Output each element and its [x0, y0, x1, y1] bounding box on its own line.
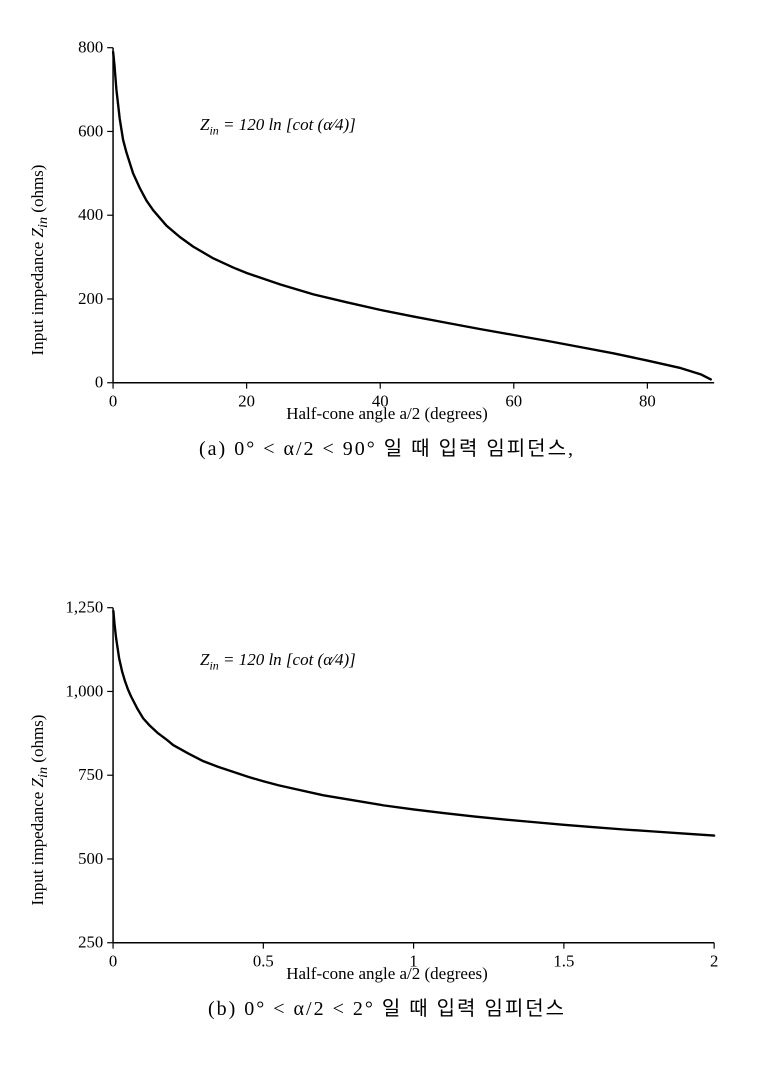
svg-text:0: 0: [109, 391, 117, 410]
svg-text:0.5: 0.5: [253, 951, 274, 970]
page: { "chart_a": { "type": "line", "formula_…: [0, 0, 774, 1080]
svg-text:2: 2: [710, 951, 718, 970]
svg-text:1,000: 1,000: [66, 681, 104, 700]
svg-text:600: 600: [78, 121, 103, 140]
svg-text:80: 80: [639, 391, 656, 410]
chart-b-container: Input impedance Zin (ohms) Zin = 120 ln …: [50, 580, 724, 1040]
svg-text:200: 200: [78, 289, 103, 308]
chart-b-svg: 250 500 750 1,000 1,250 0 0.5 1 1.5 2: [50, 580, 724, 1000]
svg-text:250: 250: [78, 933, 103, 952]
chart-b-plotbox: Zin = 120 ln [cot (α⁄4)] 250 500 750 1,000 1…: [50, 580, 724, 960]
svg-text:0: 0: [109, 951, 117, 970]
chart-a-ylabel: Input impedance Zin (ohms): [28, 165, 52, 356]
svg-text:40: 40: [372, 391, 389, 410]
svg-text:1.5: 1.5: [553, 951, 574, 970]
chart-b-formula: Zin = 120 ln [cot (α⁄4)]: [200, 650, 356, 673]
chart-a-container: Input impedance Zin (ohms) Zin = 120 ln …: [50, 20, 724, 500]
svg-text:800: 800: [78, 38, 103, 57]
svg-text:400: 400: [78, 205, 103, 224]
svg-text:500: 500: [78, 849, 103, 868]
svg-text:20: 20: [238, 391, 255, 410]
chart-a-formula: Zin = 120 ln [cot (α⁄4)]: [200, 115, 356, 138]
chart-a-plotbox: Zin = 120 ln [cot (α⁄4)] 020040060080002…: [50, 20, 724, 400]
chart-a-svg: 0 200 400 600 800 0 20 40 60 80: [50, 20, 724, 440]
chart-b-ylabel: Input impedance Zin (ohms): [28, 715, 52, 906]
svg-text:1,250: 1,250: [66, 598, 104, 617]
svg-text:60: 60: [505, 391, 522, 410]
svg-text:750: 750: [78, 765, 103, 784]
svg-text:1: 1: [409, 951, 417, 970]
svg-text:0: 0: [95, 373, 103, 392]
